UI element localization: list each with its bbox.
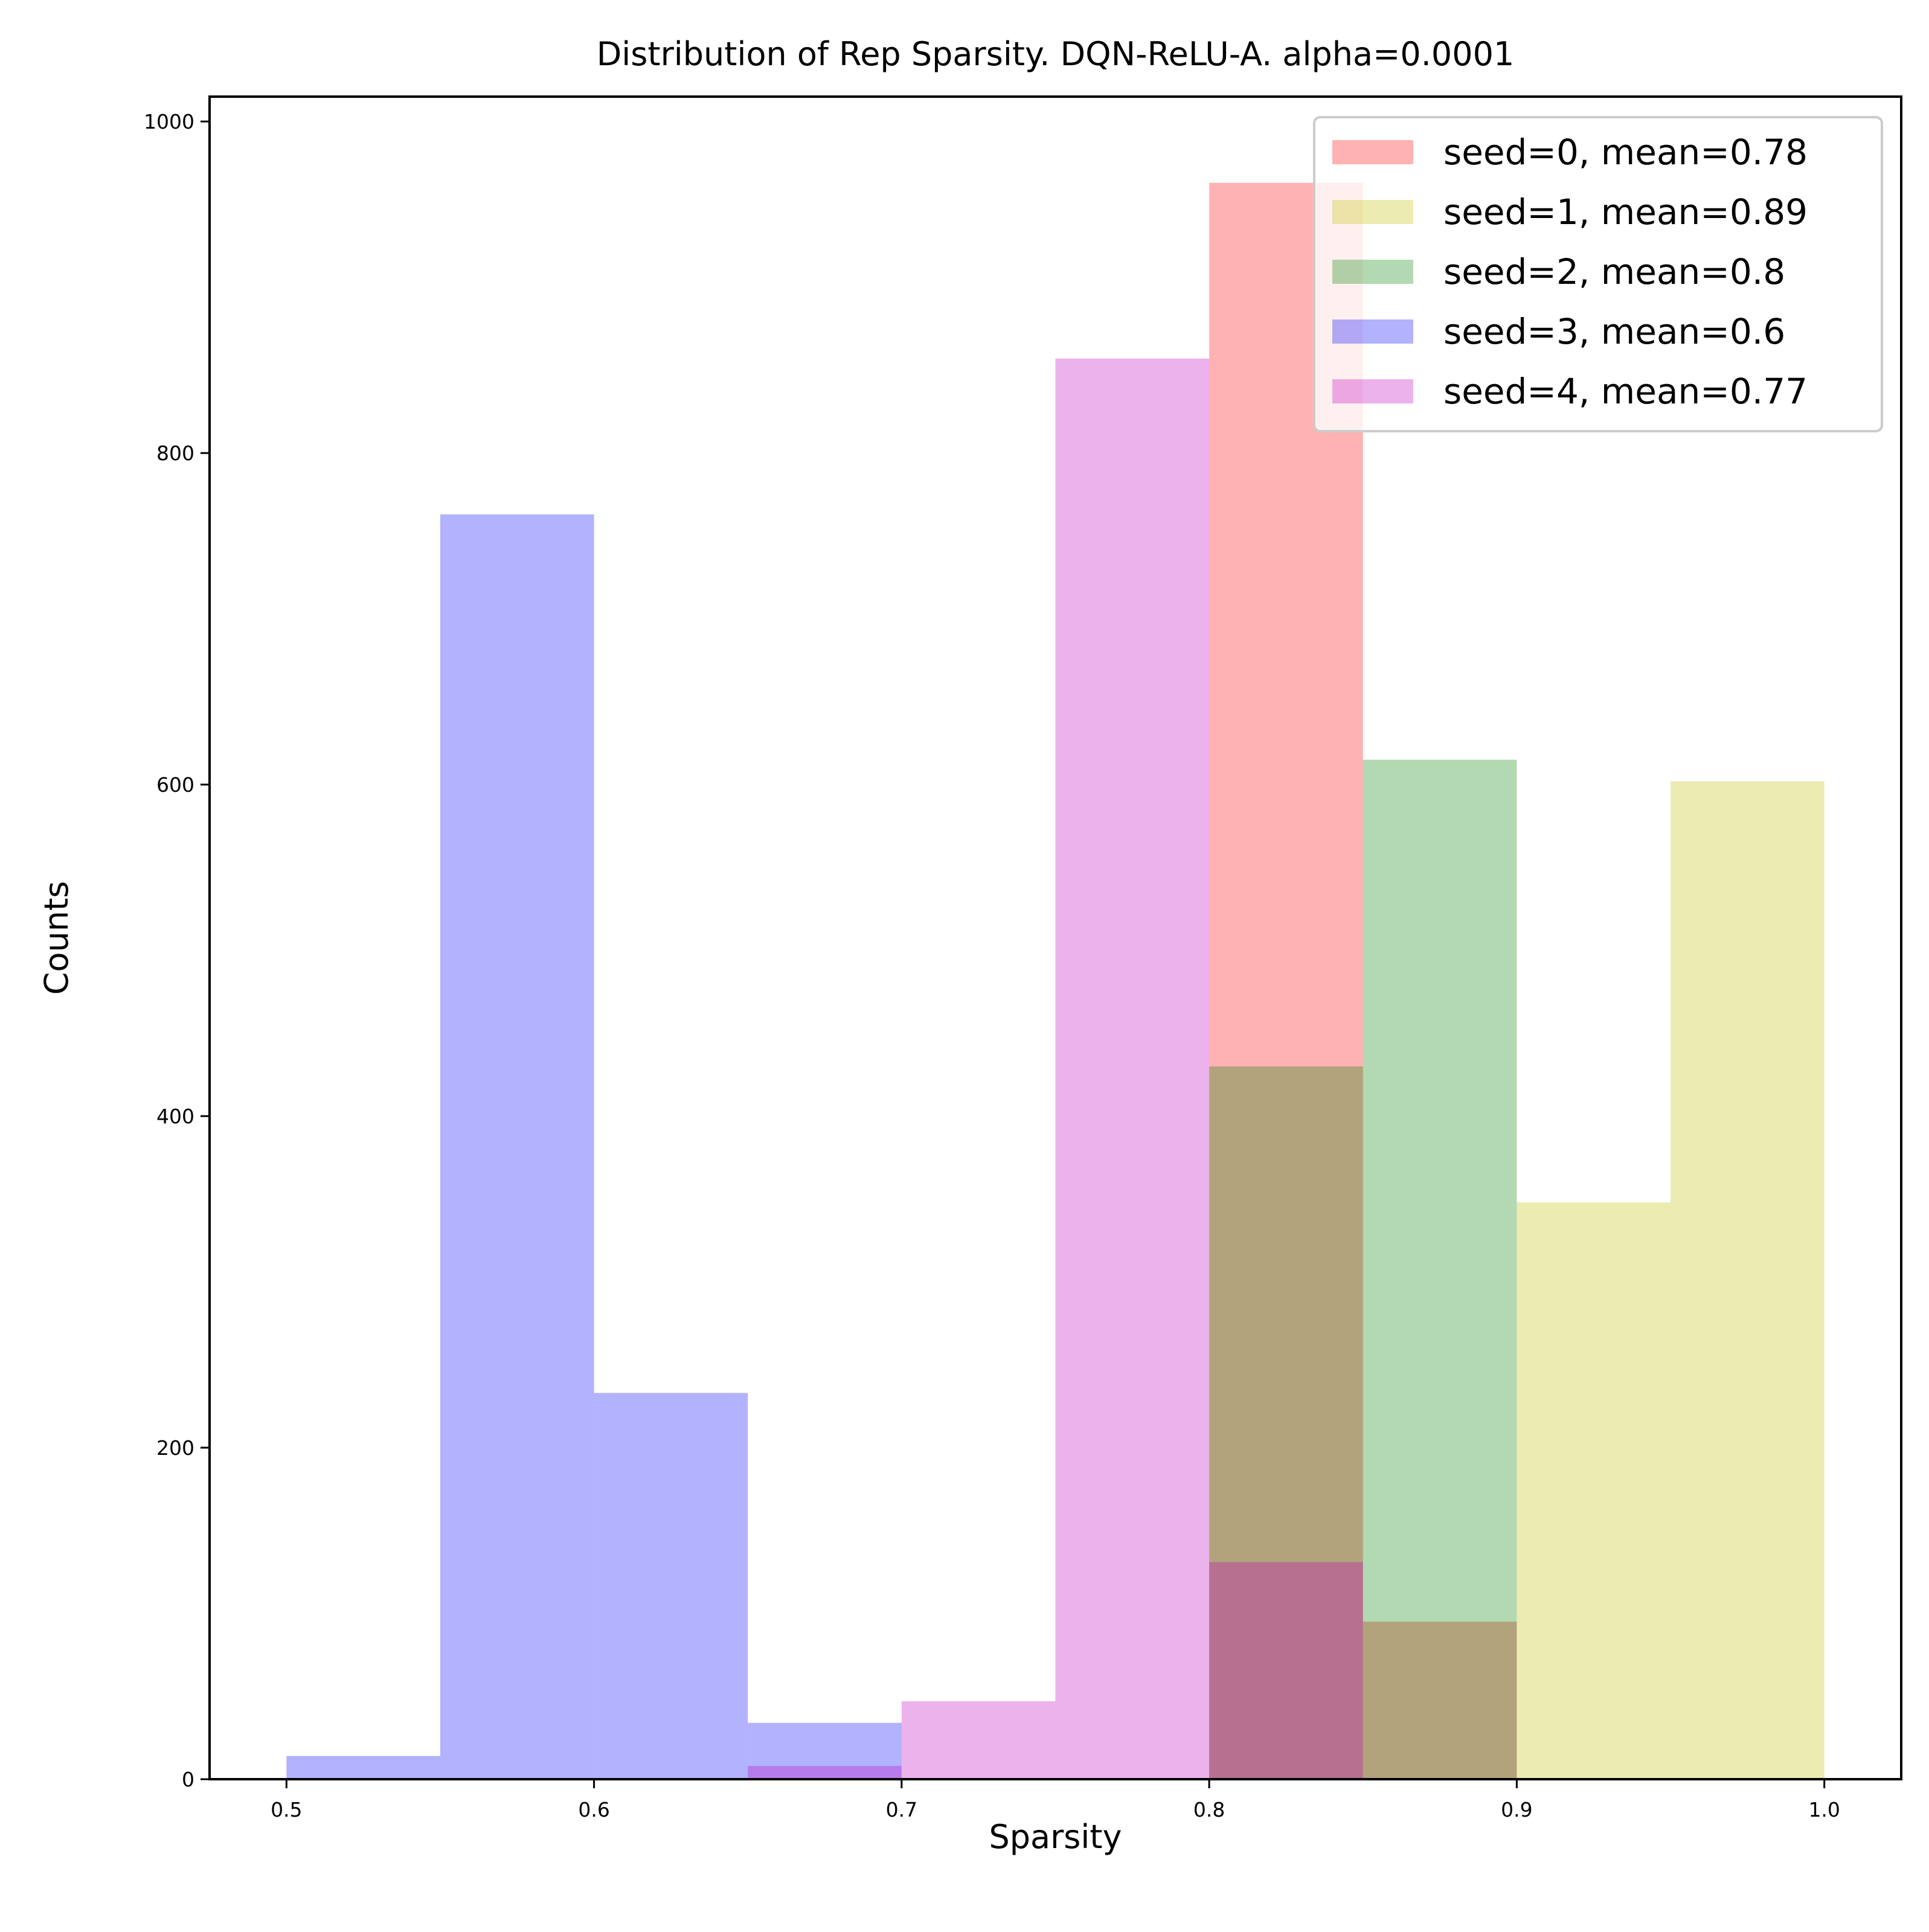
x-tick-label: 0.5 [271, 1798, 302, 1821]
y-tick-label: 200 [156, 1436, 194, 1460]
legend-swatch-seed4 [1332, 379, 1413, 403]
x-tick-label: 0.7 [886, 1798, 917, 1821]
legend-label-seed1: seed=1, mean=0.89 [1443, 191, 1808, 233]
bar-seed2-bin6 [1209, 1066, 1363, 1779]
legend-swatch-seed3 [1332, 319, 1413, 344]
legend-label-seed2: seed=2, mean=0.8 [1443, 251, 1785, 292]
bar-seed4-bin6 [1209, 1562, 1363, 1779]
x-tick-label: 1.0 [1808, 1798, 1840, 1821]
bar-seed1-bin9 [1671, 781, 1825, 1779]
bar-seed2-bin7 [1362, 759, 1517, 1779]
bar-seed4-bin5 [1055, 358, 1210, 1780]
legend-label-seed0: seed=0, mean=0.78 [1443, 132, 1808, 173]
legend-swatch-seed0 [1332, 140, 1413, 164]
legend: seed=0, mean=0.78 seed=1, mean=0.89 seed=2… [1313, 116, 1883, 432]
y-axis-title: Counts [37, 881, 75, 995]
x-axis-title: Sparsity [989, 1818, 1122, 1856]
y-tick-label: 800 [156, 441, 194, 465]
plot-area-frame [208, 95, 1902, 1780]
bar-seed4-bin4 [901, 1701, 1056, 1779]
legend-swatch-seed1 [1332, 200, 1413, 224]
bars-layer [286, 182, 1825, 1780]
bar-seed4-bin3 [748, 1766, 902, 1779]
bar-seed1-bin8 [1517, 1202, 1671, 1779]
y-tick-label: 1000 [144, 110, 194, 133]
y-tick-label: 0 [182, 1768, 194, 1791]
bar-seed3-bin3 [748, 1722, 902, 1779]
x-tick-label: 0.8 [1193, 1798, 1225, 1821]
y-tick-label: 600 [156, 773, 194, 797]
legend-label-seed4: seed=4, mean=0.77 [1443, 371, 1808, 412]
legend-swatch-seed2 [1332, 260, 1413, 284]
x-tick-label: 0.9 [1501, 1798, 1532, 1821]
bar-seed0-bin7 [1362, 1622, 1517, 1779]
legend-label-seed3: seed=3, mean=0.6 [1443, 311, 1785, 352]
bar-seed0-bin6 [1209, 182, 1363, 1780]
chart-title: Distribution of Rep Sparsity. DQN-ReLU-A… [597, 35, 1515, 73]
y-tick-label: 400 [156, 1105, 194, 1128]
bar-seed3-bin2 [594, 1393, 748, 1779]
y-axis-ticks: 0 200 400 600 800 1000 [144, 110, 210, 1791]
bar-seed3-bin0 [286, 1756, 440, 1779]
x-axis-ticks: 0.5 0.6 0.7 0.8 0.9 1.0 [271, 1779, 1840, 1821]
bar-seed3-bin1 [440, 514, 594, 1779]
legend-box [1313, 116, 1883, 432]
x-tick-label: 0.6 [578, 1798, 609, 1821]
